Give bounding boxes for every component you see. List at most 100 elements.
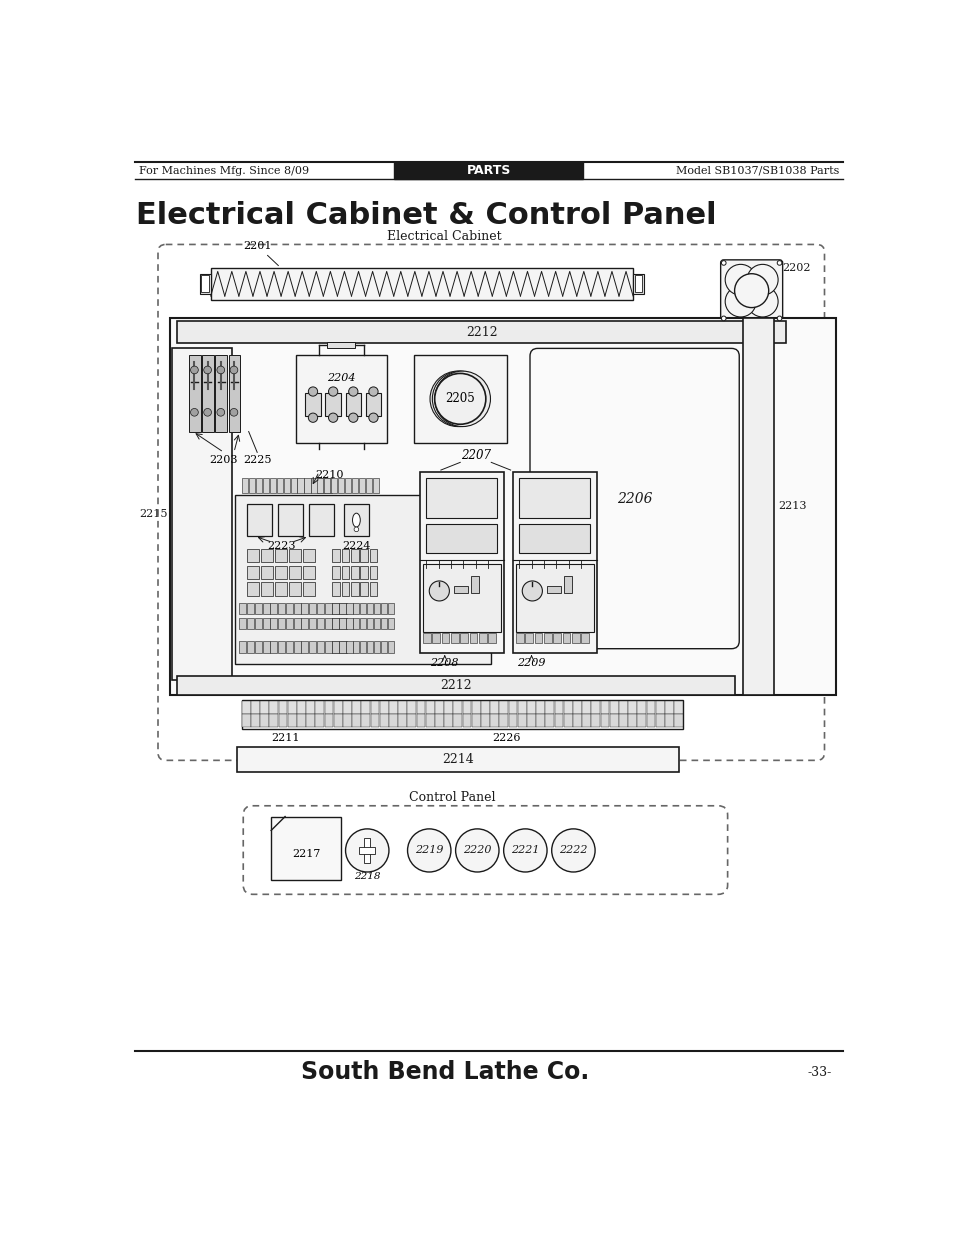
Bar [367, 641, 373, 652]
Bar [360, 548, 368, 562]
Text: 2201: 2201 [243, 241, 278, 266]
Text: 2210: 2210 [315, 471, 343, 480]
Bar [301, 603, 308, 614]
Bar [381, 603, 387, 614]
Bar [261, 548, 273, 562]
Bar [262, 478, 269, 493]
Bar [563, 714, 572, 727]
Bar [369, 548, 377, 562]
Bar [369, 566, 377, 579]
Bar [361, 701, 370, 714]
Bar [416, 714, 425, 727]
Bar [454, 585, 468, 593]
Bar [407, 701, 416, 714]
Bar [425, 714, 435, 727]
Circle shape [503, 829, 546, 872]
Bar [318, 478, 324, 493]
Bar [562, 634, 570, 643]
Text: PARTS: PARTS [466, 164, 511, 177]
Bar [274, 566, 286, 579]
Bar [353, 603, 359, 614]
Bar [332, 603, 338, 614]
Bar [628, 714, 637, 727]
Bar [472, 701, 480, 714]
Bar [462, 714, 471, 727]
Bar [655, 701, 664, 714]
Bar [419, 472, 503, 652]
Bar [444, 714, 453, 727]
Text: 2207: 2207 [460, 450, 490, 462]
Bar [534, 634, 542, 643]
Circle shape [216, 409, 224, 416]
Text: 2206: 2206 [617, 492, 652, 505]
Bar [339, 618, 345, 630]
Text: -33-: -33- [807, 1066, 831, 1078]
Bar [526, 701, 536, 714]
Bar [262, 603, 270, 614]
Bar [332, 618, 338, 630]
Bar [251, 714, 259, 727]
Bar [742, 317, 773, 695]
Bar [309, 641, 315, 652]
Bar [459, 634, 468, 643]
Bar [525, 634, 533, 643]
Bar [508, 714, 517, 727]
Bar [351, 583, 358, 597]
Bar [600, 714, 609, 727]
Circle shape [369, 387, 377, 396]
Text: South Bend Lathe Co.: South Bend Lathe Co. [300, 1060, 588, 1084]
Bar [342, 714, 352, 727]
Bar [435, 701, 443, 714]
Circle shape [328, 387, 337, 396]
Bar [609, 701, 618, 714]
Bar [241, 714, 251, 727]
Bar [374, 618, 380, 630]
Circle shape [551, 829, 595, 872]
Bar [296, 701, 305, 714]
Bar [278, 714, 287, 727]
Bar [573, 714, 581, 727]
Bar [353, 618, 359, 630]
Circle shape [720, 261, 725, 266]
Bar [453, 714, 461, 727]
Bar [332, 566, 340, 579]
Text: 2204: 2204 [327, 373, 355, 383]
Bar [508, 701, 517, 714]
Text: 2214: 2214 [441, 753, 474, 766]
Text: Model SB1037/SB1038 Parts: Model SB1037/SB1038 Parts [675, 165, 839, 175]
Bar [276, 478, 282, 493]
Bar [255, 478, 261, 493]
Bar [270, 603, 277, 614]
Bar [323, 478, 330, 493]
Bar [422, 564, 500, 632]
Bar [554, 714, 563, 727]
Bar [346, 618, 353, 630]
Bar [270, 618, 277, 630]
Bar [389, 714, 397, 727]
Circle shape [191, 366, 198, 374]
Bar [364, 839, 370, 863]
Bar [309, 603, 315, 614]
Circle shape [746, 287, 778, 317]
Bar [262, 618, 270, 630]
Bar [201, 275, 209, 293]
Bar [609, 714, 618, 727]
Bar [353, 641, 359, 652]
Bar [261, 583, 273, 597]
Bar [177, 321, 785, 343]
Bar [536, 714, 544, 727]
Bar [490, 701, 498, 714]
Bar [229, 354, 240, 431]
Bar [291, 478, 296, 493]
Bar [407, 714, 416, 727]
Bar [247, 618, 253, 630]
Bar [324, 714, 333, 727]
Bar [472, 714, 480, 727]
Bar [170, 317, 835, 695]
Bar [352, 701, 360, 714]
Bar [288, 701, 296, 714]
Bar [340, 641, 347, 652]
Bar [618, 701, 627, 714]
Bar [374, 641, 380, 652]
Circle shape [308, 412, 317, 422]
